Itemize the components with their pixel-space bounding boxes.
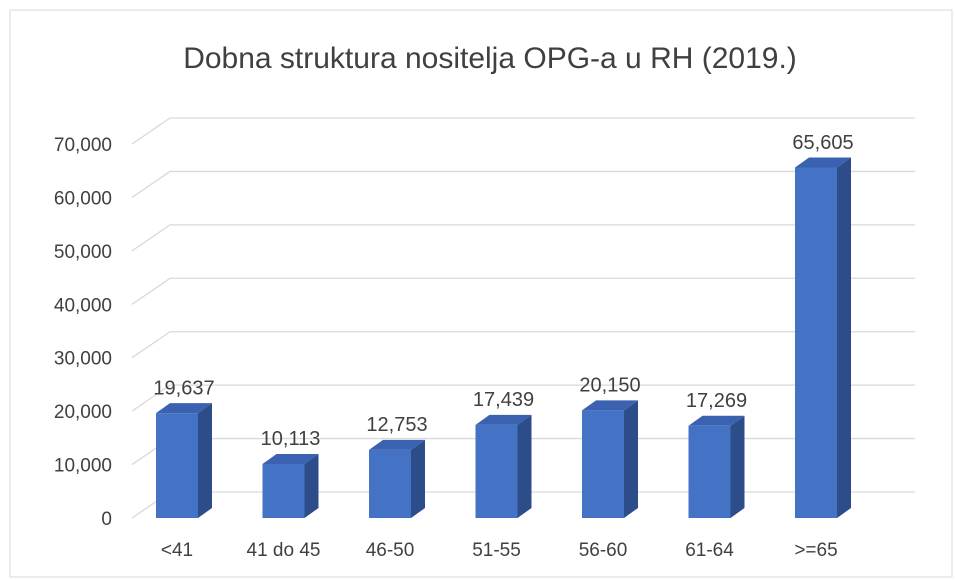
value-label: 17,439: [473, 389, 534, 411]
bar-top: [582, 400, 638, 411]
x-tick-label: 61-64: [685, 540, 734, 561]
bar-top: [156, 403, 212, 414]
y-tick-label: 50,000: [54, 242, 112, 263]
bar: [156, 403, 212, 518]
bar-front: [795, 167, 837, 518]
bar-side: [517, 414, 532, 518]
value-label: 10,113: [261, 428, 321, 450]
bar-side: [730, 415, 745, 518]
bar: [369, 439, 425, 518]
bar: [688, 415, 745, 518]
y-tick-label: 70,000: [54, 135, 112, 156]
grid-line: [131, 331, 915, 359]
bar-front: [156, 413, 198, 518]
bar-side: [624, 400, 638, 518]
value-label: 65,605: [792, 132, 853, 154]
bar: [475, 414, 532, 518]
x-tick-label: 46-50: [366, 540, 415, 561]
bar-front: [369, 449, 411, 518]
bar: [262, 453, 319, 518]
grid-line: [131, 384, 915, 412]
y-tick-label: 20,000: [54, 402, 112, 423]
bar-top: [688, 415, 745, 426]
bar-top: [369, 439, 425, 450]
x-tick-label: <41: [161, 540, 193, 561]
value-label: 17,269: [686, 390, 747, 412]
bar: [795, 157, 851, 518]
y-tick-label: 10,000: [54, 456, 112, 477]
grid-line: [131, 277, 915, 305]
bar-side: [198, 403, 212, 518]
chart-title: Dobna struktura nositelja OPG-a u RH (20…: [183, 42, 797, 75]
x-tick-label: 56-60: [579, 540, 628, 561]
y-tick-label: 0: [101, 509, 112, 530]
grid-line: [131, 224, 915, 252]
bar-front: [475, 424, 518, 518]
bar-top: [262, 453, 319, 464]
value-label: 12,753: [366, 414, 427, 436]
x-tick-label: 51-55: [472, 540, 521, 561]
bar-top: [795, 157, 851, 168]
value-label: 19,637: [153, 377, 214, 399]
bar-front: [582, 410, 624, 518]
value-label: 20,150: [579, 375, 640, 397]
y-tick-label: 30,000: [54, 349, 112, 370]
y-tick-label: 40,000: [54, 295, 112, 316]
x-tick-label: 41 do 45: [247, 540, 321, 561]
grid-line: [131, 170, 915, 198]
bar: [582, 400, 638, 518]
y-tick-label: 60,000: [54, 188, 112, 209]
grid-line: [131, 117, 915, 145]
bar-side: [411, 439, 425, 518]
bar-side: [837, 157, 851, 518]
bar-top: [475, 414, 532, 425]
bar-side: [304, 453, 319, 518]
bar-front: [688, 425, 731, 518]
x-tick-label: >=65: [794, 540, 837, 561]
bar-front: [262, 463, 305, 518]
